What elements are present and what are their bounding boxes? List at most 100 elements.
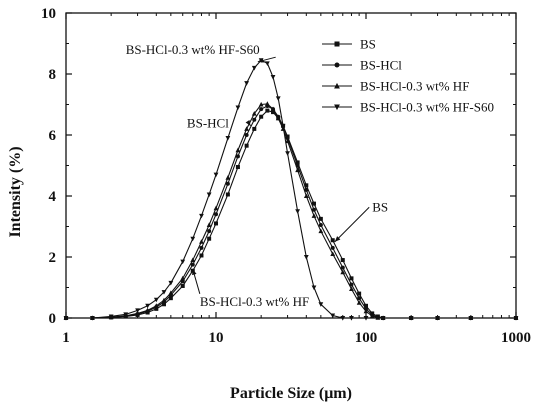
x-tick-label: 1: [62, 330, 70, 346]
data-point: [285, 138, 290, 144]
data-point: [356, 300, 362, 305]
data-point: [251, 65, 257, 71]
data-point: [304, 187, 309, 192]
data-point: [123, 312, 129, 317]
data-point: [244, 126, 250, 131]
data-point: [311, 213, 317, 218]
data-point: [311, 207, 316, 212]
annotation: BS-HCl-0.3 wt% HF-S60: [126, 42, 276, 63]
data-point: [275, 115, 281, 121]
data-point: [303, 255, 309, 260]
data-point: [207, 229, 212, 234]
legend-marker: [334, 41, 340, 47]
data-point: [330, 238, 335, 243]
legend: BS BS-HCl BS-HCl-0.3 wt% HF BS-HCl-0.3 wt% …: [322, 37, 494, 115]
data-point: [225, 136, 231, 141]
legend-marker: [334, 62, 340, 68]
data-point: [340, 316, 346, 321]
data-point: [190, 236, 196, 242]
series-layer: [63, 58, 519, 321]
data-point: [153, 297, 159, 303]
data-point: [285, 151, 290, 156]
data-point: [349, 276, 354, 281]
legend-entry: BS: [322, 37, 376, 52]
data-point: [90, 316, 95, 321]
annotation-label: BS-HCl-0.3 wt% HF-S60: [126, 42, 260, 57]
data-point: [190, 262, 195, 267]
series-4: [63, 58, 519, 321]
y-tick-label: 8: [49, 67, 57, 83]
data-point: [161, 290, 167, 295]
data-point: [259, 114, 264, 119]
x-tick-label: 10: [209, 330, 224, 346]
annotations-layer: BS-HCl-0.3 wt% HF-S60 BS-HCl BS BS-HCl-0.3 …: [126, 42, 388, 309]
data-point: [264, 61, 270, 66]
data-point: [311, 201, 316, 206]
data-point: [135, 310, 140, 316]
data-point: [513, 316, 519, 321]
data-point: [235, 154, 240, 159]
data-point: [225, 181, 230, 186]
annotation: BS-HCl-0.3 wt% HF: [192, 269, 309, 309]
data-point: [252, 126, 257, 131]
data-point: [435, 316, 440, 321]
data-point: [145, 303, 151, 309]
annotation-label: BS-HCl-0.3 wt% HF: [200, 294, 309, 309]
data-point: [303, 193, 309, 198]
y-axis-title: Intensity (%): [7, 146, 24, 237]
axis-ticks: 1 10 100 1000 0 2 4 6 8 10: [41, 6, 531, 346]
data-point: [213, 205, 219, 211]
data-point: [235, 105, 241, 111]
data-point: [259, 107, 264, 112]
series-3: [63, 101, 519, 320]
data-point: [311, 285, 317, 291]
data-point: [244, 143, 249, 148]
data-point: [199, 245, 204, 250]
series-2: [64, 104, 518, 320]
data-point: [161, 297, 167, 303]
legend-label: BS-HCl-0.3 wt% HF-S60: [360, 100, 494, 115]
data-point: [108, 314, 114, 320]
data-point: [264, 101, 270, 106]
series-line: [66, 109, 516, 319]
data-point: [318, 302, 324, 307]
legend-marker: [334, 104, 340, 111]
data-point: [340, 265, 345, 270]
data-point: [180, 259, 186, 265]
data-point: [304, 183, 309, 188]
plot-frame: [65, 12, 517, 319]
data-point: [330, 313, 336, 319]
data-point: [206, 192, 212, 198]
series-1: [64, 108, 518, 320]
data-point: [357, 291, 362, 296]
x-tick-label: 1000: [501, 330, 531, 346]
data-point: [199, 253, 204, 258]
data-point: [265, 108, 270, 113]
annotation-arrowhead: [257, 58, 264, 63]
annotation-arrowhead: [334, 236, 341, 242]
data-point: [295, 160, 300, 165]
data-point: [364, 303, 368, 308]
data-point: [168, 280, 174, 286]
data-point: [330, 251, 336, 256]
legend-label: BS-HCl: [360, 58, 402, 73]
annotation-arrowhead: [245, 119, 251, 126]
data-point: [349, 282, 354, 287]
series-line: [66, 103, 516, 319]
data-point: [244, 133, 249, 137]
legend-entry: BS-HCl-0.3 wt% HF: [322, 79, 469, 94]
data-point: [349, 316, 354, 321]
data-point: [235, 147, 241, 153]
data-point: [168, 290, 174, 295]
data-point: [408, 316, 414, 321]
data-point: [357, 296, 362, 301]
y-tick-label: 10: [41, 6, 56, 22]
data-point: [275, 96, 281, 101]
legend-entry: BS-HCl-0.3 wt% HF-S60: [322, 100, 494, 115]
y-tick-label: 2: [49, 250, 57, 266]
data-point: [168, 296, 173, 301]
data-point: [468, 316, 474, 321]
data-point: [225, 192, 230, 197]
